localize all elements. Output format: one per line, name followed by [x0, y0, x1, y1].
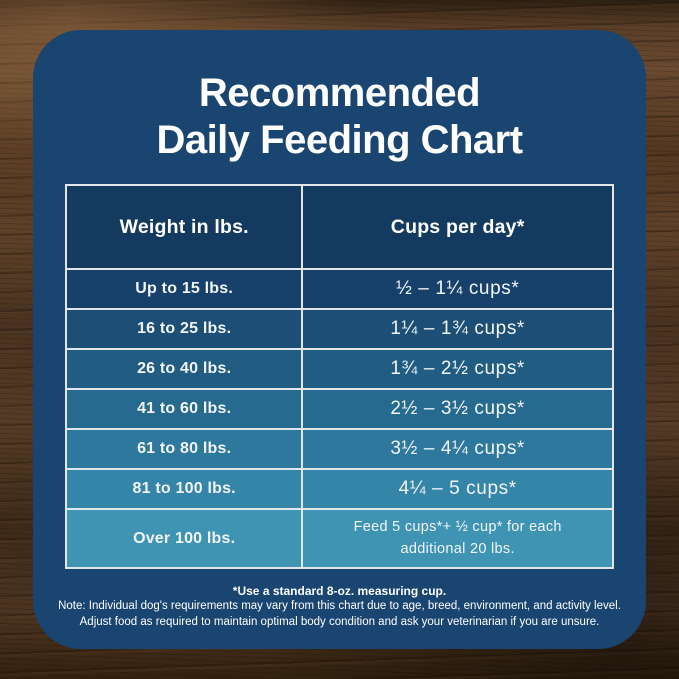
- column-header-weight: Weight in lbs.: [119, 215, 249, 238]
- cups-cell: 4¼ – 5 cups*: [301, 470, 612, 508]
- column-header-cups: Cups per day*: [301, 186, 612, 268]
- table-row: 16 to 25 lbs. 1¼ – 1¾ cups*: [67, 308, 612, 348]
- weight-cell: 16 to 25 lbs.: [137, 320, 232, 337]
- weight-cell: 41 to 60 lbs.: [137, 400, 232, 417]
- cups-cell: Feed 5 cups*+ ½ cup* for each additional…: [301, 510, 612, 567]
- weight-cell: 81 to 100 lbs.: [132, 480, 236, 497]
- cups-cell: 1¼ – 1¾ cups*: [301, 310, 612, 348]
- weight-cell: Over 100 lbs.: [133, 529, 236, 547]
- feeding-chart-card: Recommended Daily Feeding Chart Weight i…: [33, 30, 646, 649]
- page-title-line1: Recommended: [198, 71, 481, 115]
- table-row: 26 to 40 lbs. 1¾ – 2½ cups*: [67, 348, 612, 388]
- table-row: 61 to 80 lbs. 3½ – 4¼ cups*: [67, 428, 612, 468]
- table-header-row: Weight in lbs. Cups per day*: [67, 186, 612, 268]
- page-title-line2: Daily Feeding Chart: [156, 118, 523, 162]
- cups-cell: 3½ – 4¼ cups*: [301, 430, 612, 468]
- table-row: 41 to 60 lbs. 2½ – 3½ cups*: [67, 388, 612, 428]
- page-title: Recommended Daily Feeding Chart: [33, 70, 646, 164]
- requirements-note: Note: Individual dog's requirements may …: [58, 600, 621, 612]
- weight-cell: Up to 15 lbs.: [135, 280, 234, 297]
- table-row: Over 100 lbs. Feed 5 cups*+ ½ cup* for e…: [67, 508, 612, 567]
- table-row: 81 to 100 lbs. 4¼ – 5 cups*: [67, 468, 612, 508]
- cups-cell: 1¾ – 2½ cups*: [301, 350, 612, 388]
- feeding-table: Weight in lbs. Cups per day* Up to 15 lb…: [65, 184, 614, 569]
- weight-cell: 26 to 40 lbs.: [137, 360, 232, 377]
- table-row: Up to 15 lbs. ½ – 1¼ cups*: [67, 268, 612, 308]
- measuring-cup-note: *Use a standard 8-oz. measuring cup.: [232, 584, 447, 598]
- cups-cell: ½ – 1¼ cups*: [301, 270, 612, 308]
- cups-cell: 2½ – 3½ cups*: [301, 390, 612, 428]
- footnotes: *Use a standard 8-oz. measuring cup. Not…: [45, 583, 634, 630]
- adjust-food-note: Adjust food as required to maintain opti…: [79, 615, 600, 628]
- weight-cell: 61 to 80 lbs.: [137, 440, 232, 457]
